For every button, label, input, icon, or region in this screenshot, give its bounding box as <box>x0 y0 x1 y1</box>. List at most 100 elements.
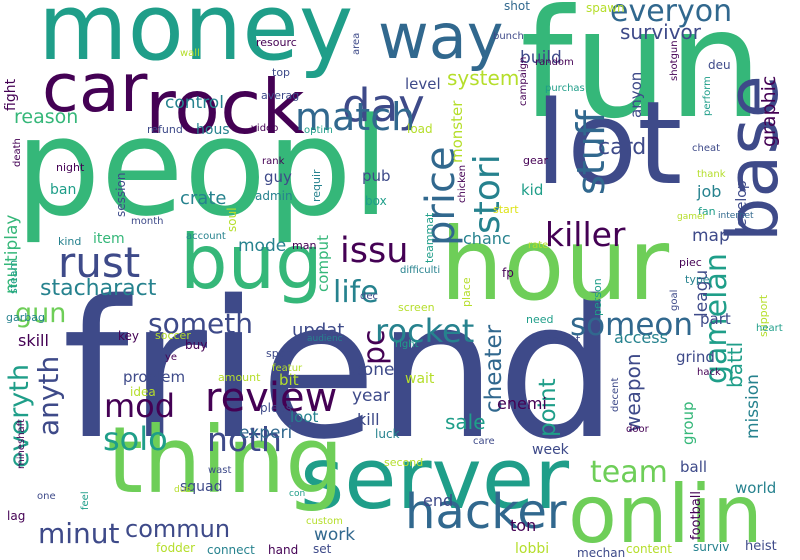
word-garbag: garbag <box>6 311 45 324</box>
word-one: one <box>37 491 56 502</box>
word-rock: rock <box>145 63 305 151</box>
word-problem: problem <box>123 368 186 386</box>
word-gun: gun <box>15 298 67 329</box>
word-heart: heart <box>756 323 783 334</box>
word-lag: lag <box>7 509 26 523</box>
word-session: session <box>114 172 128 217</box>
word-area: area <box>351 32 362 56</box>
word-mission: mission <box>743 374 763 440</box>
word-week: week <box>532 442 569 458</box>
word-ton: ton <box>510 516 537 535</box>
word-load: load <box>407 122 433 136</box>
word-requir: requir <box>310 169 323 203</box>
word-con: con <box>289 489 306 499</box>
word-rocket: rocket <box>375 312 475 350</box>
word-place: place <box>460 277 473 307</box>
word-perform: perform <box>702 75 713 116</box>
word-monster: monster <box>448 100 466 163</box>
word-review: review <box>205 375 338 421</box>
word-gear: gear <box>523 154 549 167</box>
word-group: group <box>679 400 697 445</box>
word-map: map <box>692 226 730 246</box>
word-guy: guy <box>264 168 292 186</box>
word-screen: screen <box>398 301 435 314</box>
word-issu: issu <box>340 231 409 271</box>
word-shot: shot <box>504 0 530 13</box>
word-month: month <box>131 216 164 227</box>
word-fight: fight <box>3 78 19 111</box>
word-buy: buy <box>185 338 208 352</box>
word-experi: experi <box>239 423 293 443</box>
word-surviv: surviv <box>693 540 730 554</box>
word-account: account <box>186 231 226 242</box>
word-campaign: campaign <box>518 57 529 107</box>
word-peopl: peopl <box>15 89 390 246</box>
word-hacker: hacker <box>405 484 567 540</box>
word-custom: custom <box>306 516 343 527</box>
word-wall: wall <box>180 48 200 59</box>
word-skill: skill <box>18 331 49 350</box>
word-card: card <box>598 135 647 160</box>
word-weapon: weapon <box>621 353 645 432</box>
word-need: need <box>526 313 554 326</box>
word-difficulti: difficulti <box>400 265 441 276</box>
word-resourc: resourc <box>256 36 297 49</box>
word-admin: admin <box>255 189 293 203</box>
word-noth: noth <box>207 420 282 459</box>
word-steam: steam <box>7 259 20 294</box>
word-deu: deu <box>708 58 731 72</box>
word-type: type <box>685 273 710 286</box>
word-door: door <box>626 424 649 435</box>
word-moment: moment <box>534 333 581 346</box>
word-luck: luck <box>375 427 400 441</box>
word-rank: rank <box>262 156 285 167</box>
word-killer: killer <box>545 215 626 254</box>
word-soul: soul <box>225 207 239 232</box>
word-box: box <box>365 194 387 208</box>
word-world: world <box>735 479 777 497</box>
word-content: content <box>626 542 672 556</box>
word-rate: rate <box>528 240 549 251</box>
word-graphic: graphic <box>758 75 780 148</box>
word-ban: ban <box>50 182 77 198</box>
word-sport: sport <box>266 347 295 360</box>
word-everyon: everyon <box>610 0 733 29</box>
word-enemi: enemi <box>497 394 547 413</box>
word-wast: wast <box>208 465 232 476</box>
word-feel: feel <box>80 491 91 511</box>
word-cheat: cheat <box>692 143 721 154</box>
word-hack: hack <box>697 367 721 378</box>
word-night: night <box>56 161 85 174</box>
word-spawn: spawn <box>586 1 625 15</box>
word-loot: loot <box>290 408 319 426</box>
word-level: level <box>405 75 441 93</box>
word-random: random <box>535 57 574 68</box>
word-right: right <box>395 339 419 350</box>
word-football: football <box>689 491 704 541</box>
word-life: life <box>333 275 379 310</box>
word-purchas: purchas <box>545 83 585 94</box>
word-set: set <box>313 542 332 556</box>
word-solo: solo <box>103 420 168 458</box>
word-access: access <box>614 328 668 347</box>
word-audienc: audienc <box>307 334 343 344</box>
word-gamer: gamer <box>677 212 707 222</box>
word-hour: hour <box>440 206 670 323</box>
word-bit: bit <box>279 371 299 389</box>
word-stacharact: stacharact <box>40 276 157 301</box>
word-featur: featur <box>272 363 303 374</box>
word-death: death <box>12 138 23 167</box>
word-fp: fp <box>502 266 514 280</box>
word-hand: hand <box>268 543 299 557</box>
word-kill: kill <box>357 410 380 429</box>
word-squad: squad <box>180 479 223 495</box>
word-care: care <box>473 436 495 447</box>
word-battl: battl <box>723 341 747 388</box>
word-sale: sale <box>445 410 486 434</box>
word-develop: develop <box>734 180 750 236</box>
word-minut: minut <box>38 517 120 550</box>
word-someon: someon <box>570 307 694 343</box>
word-second: second <box>384 456 424 469</box>
word-mineshaft: mineshaft <box>16 419 27 470</box>
